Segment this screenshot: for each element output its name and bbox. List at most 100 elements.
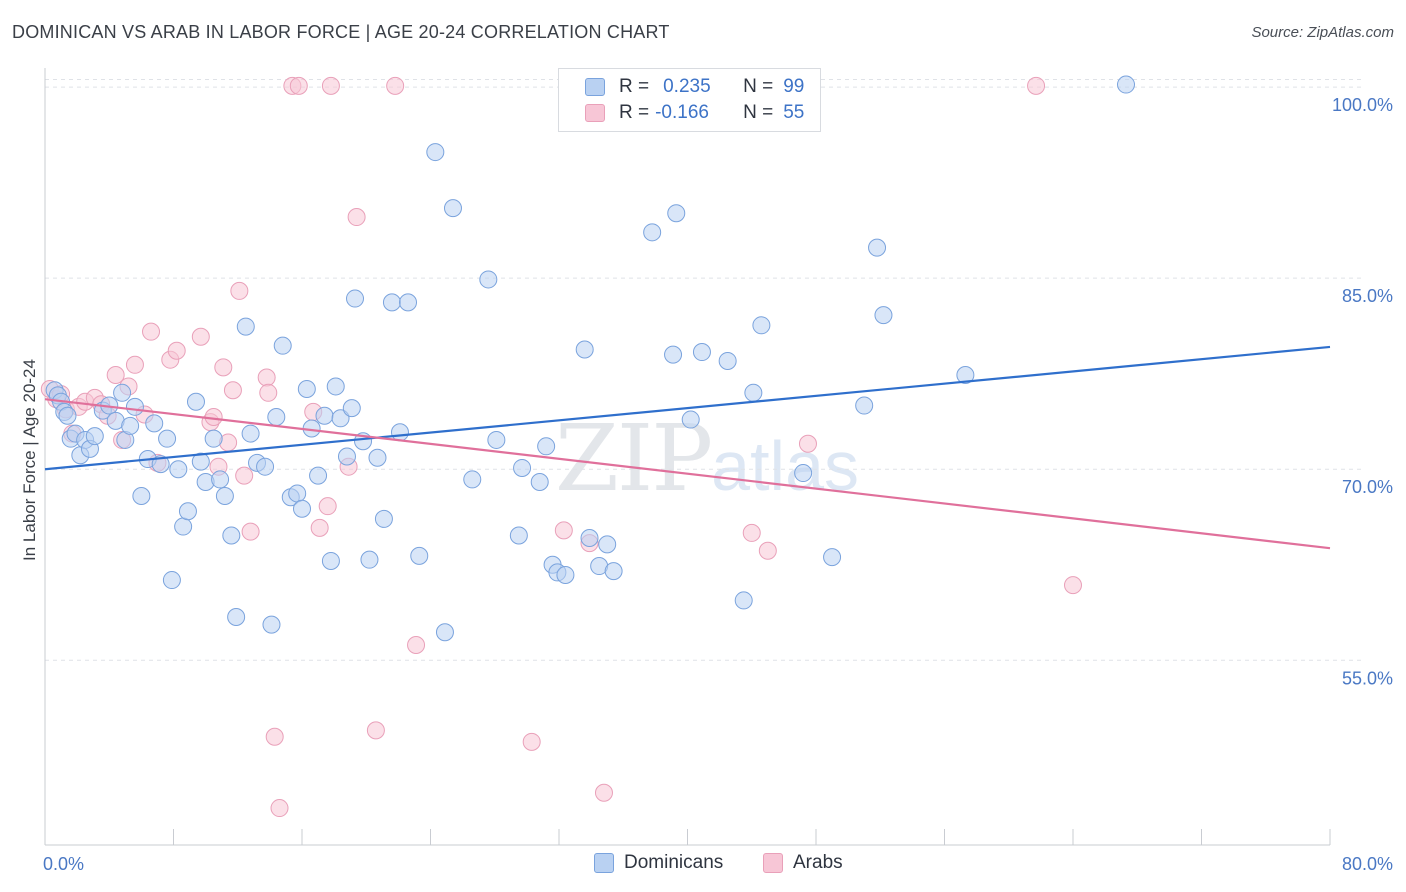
arab-point	[318, 497, 337, 516]
dominican-point	[288, 484, 307, 503]
dominican-point	[382, 293, 401, 312]
chart-title: DOMINICAN VS ARAB IN LABOR FORCE | AGE 2…	[12, 22, 670, 42]
r-label: R =	[619, 76, 650, 97]
arab-point	[522, 732, 541, 751]
dominican-point	[267, 408, 286, 427]
arab-point	[321, 76, 340, 95]
tick-labels: 55.0% 70.0% 85.0% 100.0% 0.0% 80.0%	[43, 95, 1393, 874]
dominican-point	[236, 317, 255, 336]
dominican-points	[45, 75, 1136, 642]
dominican-point	[326, 377, 345, 396]
arab-point	[798, 434, 817, 453]
dominican-point	[186, 392, 205, 411]
dominican-point	[399, 293, 418, 312]
dominican-point	[222, 526, 241, 545]
legend-item-arabs: Arabs	[763, 852, 843, 874]
dominican-point	[174, 517, 193, 536]
n-label: N =	[743, 102, 774, 123]
legend-label-dominicans: Dominicans	[624, 852, 724, 873]
legend-row-arabs: R = -0.166 N = 55	[585, 101, 804, 125]
dominican-point	[227, 607, 246, 626]
n-value-dominicans: 99	[783, 76, 805, 97]
x-tick-label-min: 0.0%	[43, 854, 84, 874]
dominican-point	[874, 306, 893, 325]
dominican-point	[664, 345, 683, 364]
dominican-point	[58, 406, 77, 425]
dominican-point	[331, 409, 350, 428]
arab-point	[191, 327, 210, 346]
arab-point	[554, 521, 573, 540]
arab-point	[1064, 576, 1082, 595]
arab-point	[223, 381, 242, 400]
dominican-point	[509, 526, 528, 545]
arab-point	[106, 365, 125, 384]
dominican-point	[293, 499, 311, 518]
arab-trend-line	[44, 398, 1331, 550]
dominican-point	[443, 199, 462, 218]
x-tick-label-max: 80.0%	[1342, 854, 1393, 874]
arab-point	[167, 341, 186, 360]
dominican-point	[580, 529, 599, 548]
dominican-point	[537, 437, 556, 456]
dominican-point	[241, 424, 260, 443]
arab-point	[347, 208, 366, 227]
dominican-point	[479, 270, 498, 289]
dominican-point	[360, 550, 379, 569]
r-label: R =	[619, 102, 650, 123]
dominican-point	[374, 509, 393, 528]
arab-point	[142, 322, 161, 341]
n-label: N =	[743, 76, 774, 97]
dominican-point	[125, 397, 144, 416]
arab-point	[407, 636, 426, 655]
arab-point	[594, 783, 613, 802]
arab-swatch	[585, 104, 605, 122]
dominican-point	[556, 565, 575, 584]
dominican-point	[410, 546, 429, 565]
dominican-point	[575, 340, 594, 359]
y-tick-label: 85.0%	[1342, 286, 1393, 306]
dominican-point	[667, 204, 686, 223]
dominican-point	[342, 399, 361, 418]
dominican-point	[158, 429, 177, 448]
grid-lines	[45, 78, 1365, 661]
dominican-point	[85, 427, 104, 446]
dominican-point	[390, 423, 409, 442]
dominican-point	[868, 238, 887, 257]
correlation-legend: R = 0.235 N = 99 R = -0.166 N = 55	[558, 68, 821, 132]
arab-points	[40, 76, 1082, 818]
dominican-point	[598, 535, 617, 554]
y-tick-label: 100.0%	[1332, 95, 1393, 115]
dominican-point	[256, 457, 275, 476]
y-tick-label: 70.0%	[1342, 477, 1393, 497]
dominican-point	[113, 383, 132, 402]
dominican-point	[1117, 75, 1136, 94]
dominican-point	[309, 466, 328, 485]
r-value-dominicans: 0.235	[663, 76, 711, 97]
arab-point	[270, 799, 289, 818]
arab-point	[214, 358, 233, 377]
dominican-point	[530, 472, 549, 491]
dominican-point	[752, 316, 771, 335]
dominican-point	[426, 143, 445, 162]
dominican-point	[215, 486, 234, 505]
dominican-point	[744, 383, 763, 402]
arab-point	[289, 76, 308, 95]
dominican-point	[368, 448, 387, 467]
arab-point	[241, 522, 260, 541]
dominican-legend-swatch	[594, 853, 614, 873]
dominican-point	[145, 414, 164, 433]
arab-point	[257, 368, 276, 387]
dominican-point	[162, 571, 181, 590]
dominican-point	[435, 623, 454, 642]
legend-label-arabs: Arabs	[793, 852, 843, 873]
trend-lines	[44, 345, 1331, 550]
dominican-point	[191, 452, 210, 471]
arab-point	[310, 518, 329, 537]
arab-point	[259, 383, 278, 402]
dominican-point	[718, 351, 737, 370]
arab-point	[386, 76, 405, 95]
legend-item-dominicans: Dominicans	[594, 852, 723, 874]
dominican-point	[604, 562, 623, 581]
arab-point	[230, 281, 249, 300]
